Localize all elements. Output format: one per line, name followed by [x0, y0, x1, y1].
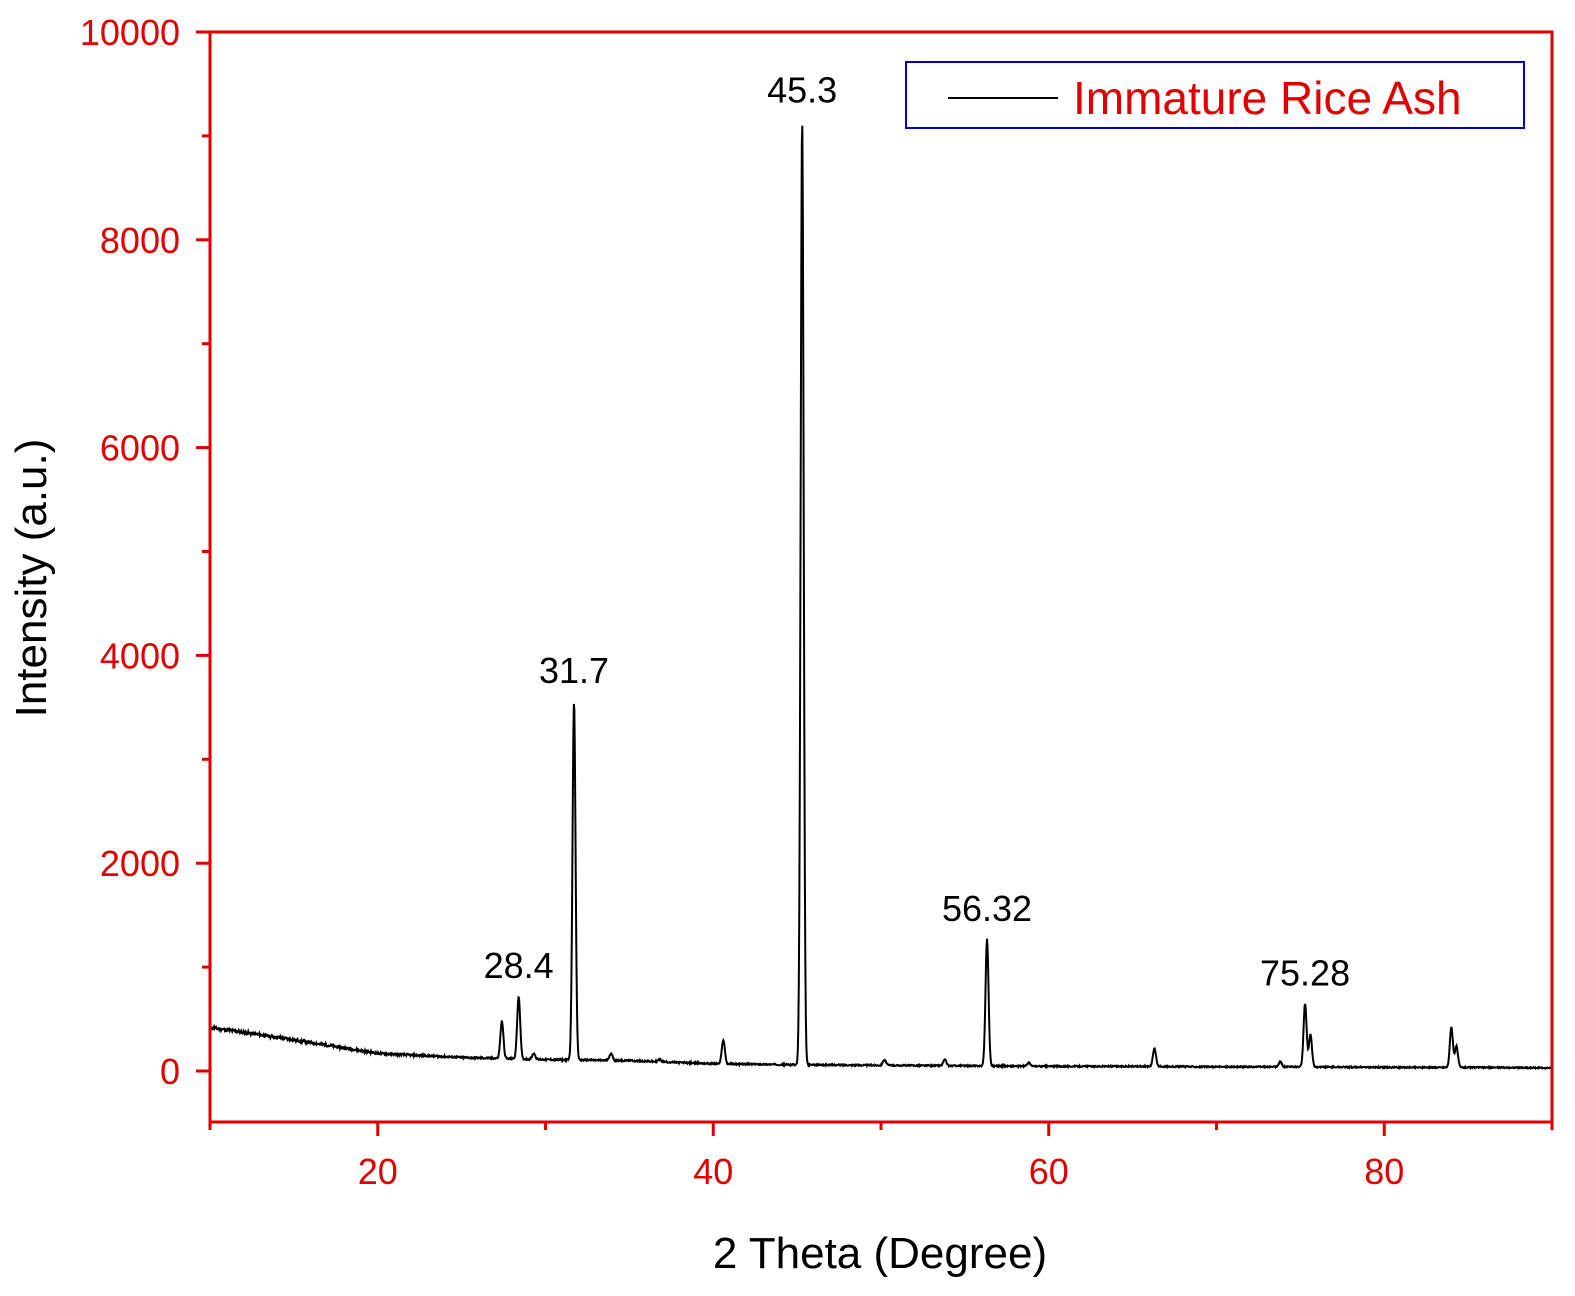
peak-label: 31.7	[539, 650, 609, 691]
peak-label: 28.4	[484, 945, 554, 986]
y-tick-label: 4000	[100, 635, 180, 676]
peak-label: 45.3	[767, 69, 837, 110]
y-tick-label: 6000	[100, 428, 180, 469]
x-tick-label: 40	[693, 1151, 733, 1192]
peak-label: 75.28	[1260, 952, 1350, 993]
legend-label: Immature Rice Ash	[1073, 72, 1462, 124]
x-tick-label: 60	[1029, 1151, 1069, 1192]
y-axis-title: Intensity (a.u.)	[7, 439, 56, 718]
legend: Immature Rice Ash	[905, 61, 1525, 129]
x-tick-label: 20	[358, 1151, 398, 1192]
legend-box	[905, 61, 1525, 129]
x-axis-ticks: 20 40 60 80	[208, 1122, 1554, 1192]
y-tick-label: 2000	[100, 843, 180, 884]
y-tick-label: 10000	[80, 12, 180, 53]
y-axis-ticks: 0 2000 4000 6000 8000 10000	[80, 12, 210, 1092]
plot-frame	[208, 30, 1554, 1124]
series-line-immature-rice-ash	[209, 125, 1553, 1071]
x-axis-title: 2 Theta (Degree)	[713, 1229, 1047, 1278]
y-tick-label: 8000	[100, 220, 180, 261]
y-tick-label: 0	[160, 1051, 180, 1092]
peak-labels: 28.4 31.7 45.3 56.32 75.28	[484, 69, 1350, 993]
peak-label: 56.32	[942, 888, 1032, 929]
x-tick-label: 80	[1364, 1151, 1404, 1192]
